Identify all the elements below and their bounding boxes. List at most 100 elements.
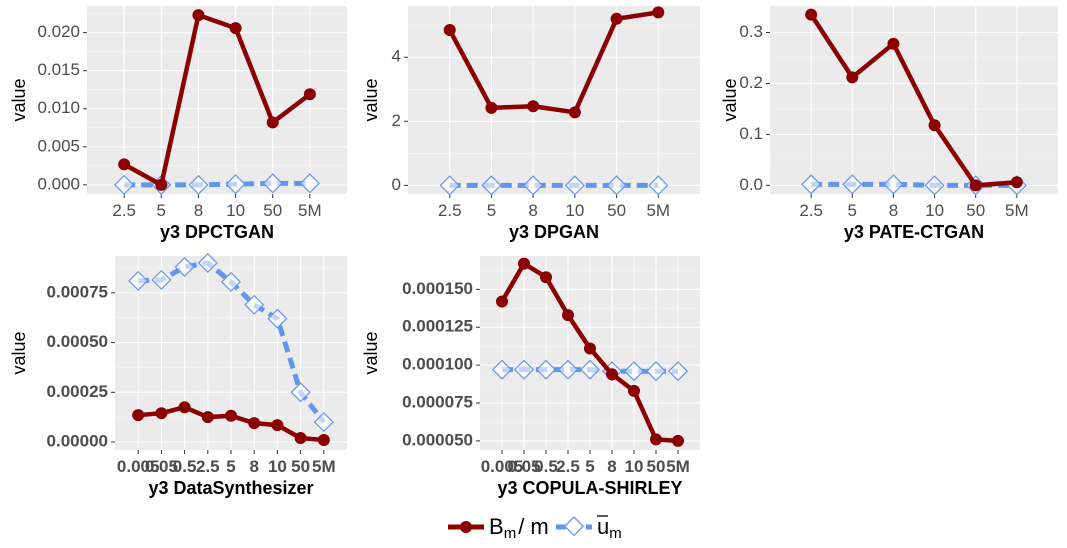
series-bm-point (443, 24, 456, 37)
series-bm-point (672, 434, 684, 447)
series-um-point (114, 174, 135, 195)
x-axis-title: y3 PATE-CTGAN (844, 222, 984, 242)
y-tick-label: 0.005 (37, 136, 80, 155)
series-bm-point (652, 6, 665, 19)
x-tick-label: 10 (226, 201, 245, 220)
series-bm-line (123, 12, 312, 188)
series-um-point (523, 175, 544, 196)
x-tick-label: 50 (607, 201, 626, 220)
series-bm-point (155, 407, 168, 420)
legend-um-marker (563, 516, 585, 537)
series-bm-point (887, 37, 900, 50)
series-bm-line (809, 13, 1018, 188)
y-tick-label: 0.2 (739, 73, 763, 92)
legend-um-main: u (597, 514, 609, 539)
x-tick-label: 10 (625, 457, 644, 476)
x-tick-label: 0.05 (145, 457, 178, 476)
series-um-point (645, 361, 667, 382)
series-bm-point (650, 433, 662, 446)
series-bm-point (606, 368, 618, 381)
series-um-point (188, 174, 209, 195)
series-um-point (535, 359, 557, 380)
y-tick-label: 0.0 (739, 175, 763, 194)
series-um-point (801, 174, 822, 195)
y-tick-label: 0.015 (37, 60, 80, 79)
x-tick-label: 10 (925, 201, 944, 220)
series-bm-point (266, 116, 279, 129)
series-bm-point (225, 409, 237, 422)
legend-item-bm: Bm/ m (448, 514, 549, 542)
series-um-point (313, 412, 334, 433)
series-um-point (225, 174, 246, 195)
legend-item-um: um (556, 514, 622, 542)
y-tick-label: 0.3 (739, 22, 763, 41)
series-bm-point (1010, 176, 1023, 189)
series-um-point (491, 359, 513, 380)
y-tick-label: 4 (392, 47, 401, 66)
y-axis-title: value (9, 331, 29, 374)
x-tick-label: 5M (646, 201, 670, 220)
y-tick-label: 0.010 (37, 98, 80, 117)
series-um-point (667, 361, 689, 382)
x-tick-label: 8 (194, 201, 203, 220)
y-tick-label: 0.000125 (402, 317, 473, 336)
y-tick-label: 0.00050 (47, 332, 108, 351)
x-tick-label: 0.005 (117, 457, 160, 476)
x-tick-label: 5M (1005, 201, 1029, 220)
series-um-point (883, 174, 904, 195)
x-tick-label: 50 (966, 201, 985, 220)
legend-bm-suffix: / m (518, 514, 549, 539)
panel-2: 0 2 4 2.5 5 8 10 50 5M value y3 DPGAN (361, 6, 700, 242)
x-tick-label: 8 (249, 457, 258, 476)
series-bm-point (610, 12, 623, 25)
series-um-point (267, 308, 288, 329)
x-tick-label: 8 (528, 201, 537, 220)
y-axis-title: value (361, 78, 381, 121)
x-tick-label: 0.005 (481, 457, 524, 476)
series-bm-point (562, 309, 574, 322)
series-bm-point (294, 432, 307, 445)
y-tick-label: 0.00000 (47, 432, 108, 451)
series-bm-point (178, 401, 191, 414)
legend: Bm/ m um (448, 514, 622, 542)
series-um-point (623, 361, 645, 382)
series-um-point (244, 294, 265, 315)
series-um-point (481, 175, 502, 196)
series-bm-point (118, 158, 131, 171)
legend-um-sub: m (609, 525, 622, 542)
series-bm-point (928, 119, 941, 132)
series-um-point (924, 175, 945, 196)
series-bm-point (248, 417, 261, 430)
x-tick-label: 5M (312, 457, 336, 476)
y-tick-label: 0.000 (37, 174, 80, 193)
series-bm-point (568, 106, 581, 119)
x-tick-label: 0.05 (507, 457, 540, 476)
series-um-point (513, 359, 535, 380)
series-bm-point (584, 342, 596, 355)
x-tick-label: 50 (263, 201, 282, 220)
y-tick-label: 0 (392, 175, 401, 194)
series-um-point (128, 270, 149, 291)
x-tick-label: 2.5 (112, 201, 136, 220)
x-tick-label: 5 (226, 457, 235, 476)
x-tick-label: 10 (268, 457, 287, 476)
series-um-point (197, 252, 218, 274)
panel-5: 0.000050 0.000075 0.000100 0.000125 0.000150… (361, 256, 700, 498)
series-bm-point (527, 100, 540, 113)
legend-bm-main: B (489, 514, 504, 539)
x-tick-label: 0.5 (534, 457, 558, 476)
panel-1: 0.000 0.005 0.010 0.015 0.020 2.5 5 8 10 50 5M valu… (9, 6, 347, 242)
x-tick-label: 8 (889, 201, 898, 220)
x-tick-label: 5 (157, 201, 166, 220)
series-um-point (151, 269, 172, 290)
legend-bm-marker (460, 521, 472, 533)
series-bm-point (192, 9, 205, 22)
x-tick-label: 8 (607, 457, 616, 476)
series-bm-point (846, 71, 859, 84)
x-axis-title: y3 DPCTGAN (160, 222, 274, 242)
series-um-point (220, 271, 242, 292)
legend-um-label: um (597, 514, 622, 542)
y-tick-label: 0.020 (37, 22, 80, 41)
